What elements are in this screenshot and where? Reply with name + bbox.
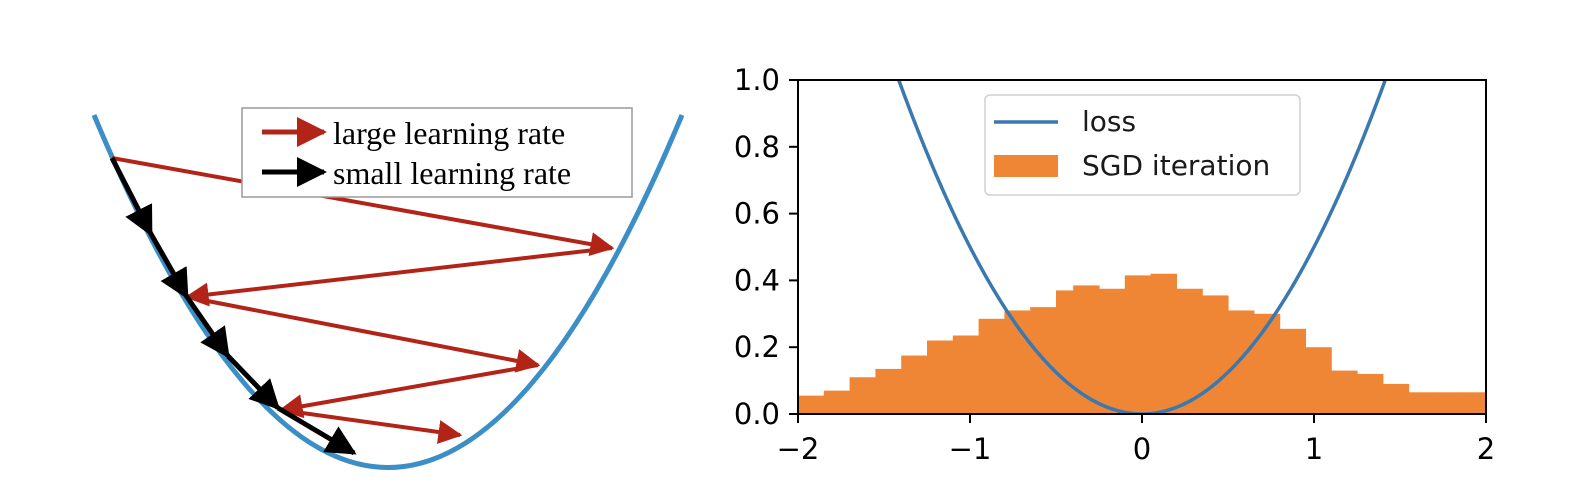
small-step-arrow xyxy=(276,405,357,456)
legend-small-label: small learning rate xyxy=(333,155,571,191)
hist-bar xyxy=(1253,313,1281,414)
hist-bar xyxy=(1124,275,1152,414)
loss-line xyxy=(896,80,1388,414)
hist-bar xyxy=(927,340,954,414)
small-step-arrow xyxy=(184,295,231,359)
large-step-arrow xyxy=(186,295,541,373)
legend-sgd-swatch xyxy=(994,155,1058,177)
hist-bar xyxy=(978,318,1005,414)
small-step-arrow xyxy=(148,232,190,300)
chart-legend: loss SGD iteration xyxy=(984,94,1301,196)
x-tick-label: 0 xyxy=(1133,432,1151,466)
legend-loss-label: loss xyxy=(1082,105,1136,138)
histogram-bars xyxy=(798,273,1486,414)
hist-bar xyxy=(1099,288,1126,414)
hist-bar xyxy=(1305,347,1332,414)
x-tick-label: 1 xyxy=(1305,432,1323,466)
hist-bar xyxy=(1202,295,1229,414)
large-step-arrow xyxy=(111,156,615,256)
x-tick-label: −2 xyxy=(777,432,820,466)
y-tick-label: 0.6 xyxy=(734,197,780,231)
y-tick-label: 1.0 xyxy=(734,63,780,97)
hist-bar xyxy=(1056,290,1074,414)
hist-bar xyxy=(823,390,851,414)
large-step-arrow xyxy=(184,246,613,307)
left-panel: large learning rate small learning rate xyxy=(91,107,685,470)
x-tick-label: −1 xyxy=(949,432,992,466)
x-axis: −2 −1 0 1 2 xyxy=(777,414,1495,466)
x-tick-label: 2 xyxy=(1477,432,1495,466)
y-tick-label: 0.4 xyxy=(734,263,780,297)
hist-bar xyxy=(1408,392,1435,414)
hist-bar xyxy=(952,335,980,414)
y-tick-label: 0.0 xyxy=(734,397,780,431)
small-step-arrow xyxy=(226,354,281,411)
y-tick-label: 0.8 xyxy=(734,130,780,164)
hist-bar xyxy=(901,355,928,414)
hist-bar xyxy=(1228,310,1255,414)
legend-large-label: large learning rate xyxy=(333,115,565,151)
hist-bar xyxy=(798,395,825,414)
hist-bar xyxy=(1357,373,1384,414)
hist-bar xyxy=(849,377,876,414)
hist-bar xyxy=(1382,383,1410,414)
y-tick-label: 0.2 xyxy=(734,330,780,364)
hist-bar xyxy=(1434,392,1461,414)
large-step-arrow xyxy=(280,408,463,444)
right-chart: −2 −1 0 1 2 0.0 0.2 0.4 0.6 0.8 1.0 loss SGD iter… xyxy=(734,63,1495,466)
large-lr-steps xyxy=(111,156,615,444)
hist-bar xyxy=(1331,370,1358,414)
y-axis: 0.0 0.2 0.4 0.6 0.8 1.0 xyxy=(734,63,798,431)
chart-legend-box xyxy=(984,94,1301,196)
hist-bar xyxy=(1460,392,1486,414)
small-lr-steps xyxy=(109,156,357,456)
hist-bar xyxy=(1150,273,1177,414)
legend-sgd-label: SGD iteration xyxy=(1082,149,1270,182)
hist-bar xyxy=(875,368,902,414)
small-step-arrow xyxy=(109,156,154,237)
hist-bar xyxy=(1279,328,1306,414)
hist-bar xyxy=(1176,288,1203,414)
large-step-arrow xyxy=(278,363,539,419)
left-legend: large learning rate small learning rate xyxy=(241,107,633,198)
